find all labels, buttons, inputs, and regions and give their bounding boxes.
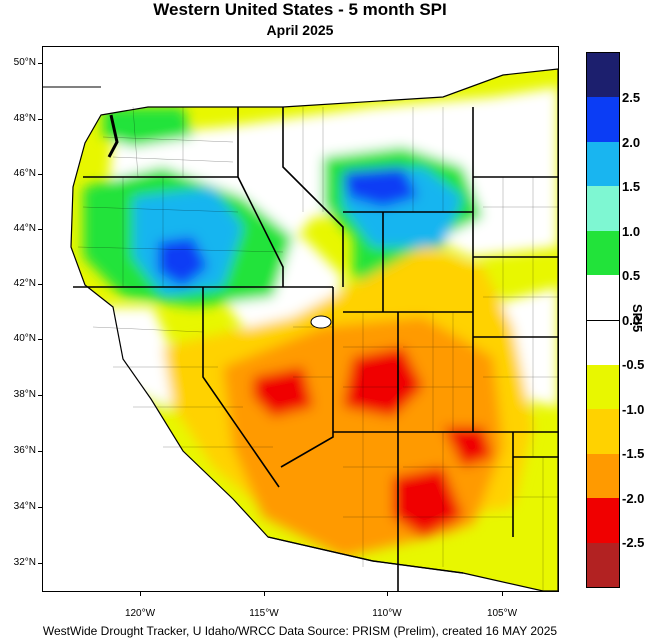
colorbar-label: -0.5 xyxy=(622,357,645,372)
spi-map-canvas xyxy=(43,47,558,591)
lon-tick xyxy=(387,591,388,596)
moist-washington xyxy=(103,107,193,147)
colorbar-bin-m2p5 xyxy=(587,543,619,587)
county-lines-horizontal xyxy=(77,136,558,518)
spi-map xyxy=(42,46,559,592)
lat-tick xyxy=(38,395,43,396)
idaho-west-border xyxy=(237,107,284,287)
lat-label-34n: 34°N xyxy=(13,501,36,512)
colorbar-label: 2.5 xyxy=(622,90,641,105)
colorbar-bin-2p5 xyxy=(587,97,619,142)
colorbar-label: 0.0 xyxy=(622,313,641,328)
colorbar-bin-m1 xyxy=(587,409,619,454)
colorbar-bin-3 xyxy=(587,53,619,97)
colorbar-label: 2.0 xyxy=(622,135,641,150)
lat-tick xyxy=(38,174,43,175)
colorbar-bin-0p5 xyxy=(587,275,619,320)
lat-tick xyxy=(38,119,43,120)
lat-label-44n: 44°N xyxy=(13,223,36,234)
colorbar xyxy=(586,52,620,588)
lat-label-36n: 36°N xyxy=(13,445,36,456)
colorbar-label: -1.0 xyxy=(622,402,645,417)
lat-tick xyxy=(38,229,43,230)
lat-label-50n: 50°N xyxy=(13,57,36,68)
colorbar-label: -2.0 xyxy=(622,491,645,506)
colorbar-bin-1p5 xyxy=(587,186,619,231)
colorbar-bin-2 xyxy=(587,142,619,186)
very-wet-oregon xyxy=(158,237,208,287)
extreme-drought-new-mexico xyxy=(393,467,463,537)
colorbar-bin-0 xyxy=(587,320,619,366)
california-nevada-border xyxy=(202,287,280,488)
map-title: Western United States - 5 month SPI xyxy=(153,0,447,19)
lat-tick xyxy=(38,284,43,285)
colorbar-label: -1.5 xyxy=(622,446,645,461)
lat-tick xyxy=(38,507,43,508)
lat-label-46n: 46°N xyxy=(13,168,36,179)
very-wet-montana xyxy=(343,167,418,207)
lon-label-105w: 105°W xyxy=(486,608,518,619)
colorbar-title: SPI5 xyxy=(630,304,645,333)
colorbar-label: 1.0 xyxy=(622,224,641,239)
lon-label-120w: 120°W xyxy=(124,608,156,619)
lat-tick xyxy=(38,339,43,340)
lon-label-110w: 110°W xyxy=(372,608,402,619)
lat-label-38n: 38°N xyxy=(13,389,36,400)
colorbar-label: 1.5 xyxy=(622,179,641,194)
puget-sound xyxy=(107,114,119,158)
lat-label-42n: 42°N xyxy=(13,278,36,289)
lat-tick xyxy=(38,563,43,564)
lat-tick xyxy=(38,63,43,64)
lat-label-48n: 48°N xyxy=(13,113,36,124)
mexico-border xyxy=(267,536,464,574)
lon-tick xyxy=(140,591,141,596)
lon-tick xyxy=(264,591,265,596)
extreme-drought-nevada xyxy=(253,367,313,417)
colorbar-label: -2.5 xyxy=(622,535,645,550)
great-salt-lake xyxy=(310,315,332,329)
colorbar-bin-m0p5 xyxy=(587,365,619,409)
footer-credit: WestWide Drought Tracker, U Idaho/WRCC D… xyxy=(42,624,558,638)
utah-nevada-border xyxy=(280,287,334,468)
county-boundaries xyxy=(77,106,558,591)
lon-tick xyxy=(502,591,503,596)
idaho-montana-border xyxy=(282,107,344,287)
dry-texas xyxy=(463,517,558,591)
state-boundaries xyxy=(73,107,558,591)
map-subtitle: April 2025 xyxy=(266,22,334,38)
colorbar-bin-1 xyxy=(587,231,619,275)
lon-label-115w: 115°W xyxy=(249,608,279,619)
colorbar-bin-m1p5 xyxy=(587,454,619,498)
extreme-drought-colorado xyxy=(443,427,493,467)
county-lines-vertical xyxy=(122,106,544,591)
colorbar-bin-m2 xyxy=(587,498,619,543)
colorbar-label: 0.5 xyxy=(622,268,641,283)
lat-label-40n: 40°N xyxy=(13,333,36,344)
lat-label-32n: 32°N xyxy=(13,557,36,568)
lat-tick xyxy=(38,451,43,452)
